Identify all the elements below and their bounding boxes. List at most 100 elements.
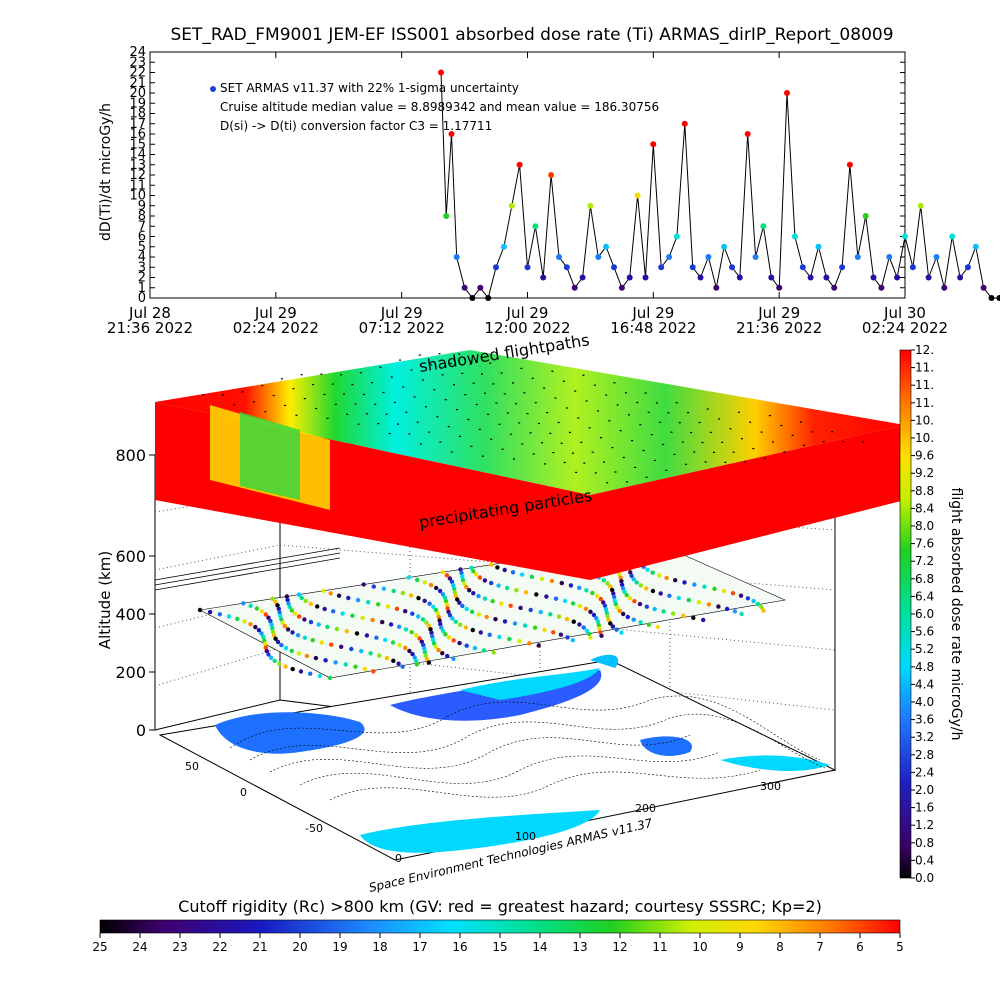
flightpath-dot [512, 621, 518, 626]
x-tick-label-date: Jul 29 [254, 304, 297, 322]
slab-dot [253, 401, 255, 403]
flightpath-dot [413, 658, 419, 664]
flightpath-dot [444, 573, 450, 578]
flightpath-dot [559, 580, 564, 586]
slab-dot [656, 402, 658, 404]
dose-colorbar: 0.0 0.4 0.8 1.2 1.6 2.0 2.4 2.8 3.2 3.6 4.0 4.4 4.8 5… [899, 343, 964, 885]
flightpath-dot [620, 586, 626, 591]
colorbar-tick-label: 7.6 [915, 537, 934, 551]
flightpath-dot [460, 574, 465, 579]
slab-dot [343, 393, 346, 395]
slab-dot [390, 376, 393, 378]
slab-dot [500, 372, 503, 374]
flightpath-dot [431, 641, 437, 646]
flightpath-dot [262, 638, 267, 643]
slab-dot [532, 453, 535, 455]
flightpath-dot [604, 610, 609, 616]
slab-dot [418, 354, 421, 356]
slab-dot [264, 411, 267, 413]
flightpath-dot [403, 645, 408, 651]
flightpath-dot [453, 593, 458, 599]
map-plane [158, 659, 837, 861]
colorbar-tick-label: 0.8 [915, 836, 934, 850]
slab-dot [281, 378, 283, 380]
flightpath-dot [613, 601, 618, 607]
flightpath-dot [319, 640, 324, 645]
slab-dot [549, 432, 552, 434]
flightpath-dot [588, 635, 593, 640]
slab-dot [470, 445, 473, 447]
slab-dot [709, 431, 712, 433]
cutoff-rigidity-ramp [99, 919, 901, 934]
flightpath-dot [423, 653, 428, 658]
dose-rate-point [650, 141, 657, 148]
slab-dot [323, 393, 326, 396]
flightpath-dot [496, 583, 501, 588]
dose-rate-point [862, 213, 869, 219]
slab-dot [614, 471, 617, 473]
flightpath-dot [625, 614, 630, 620]
flightpath-dot [584, 588, 589, 593]
slab-dot [413, 396, 416, 398]
flightpath-dot [542, 627, 547, 633]
rigidity-tick-label: 17 [412, 940, 427, 954]
dose-rate-point [532, 223, 539, 230]
dose-rate-point [925, 274, 932, 281]
dose-colorbar-ramp [899, 349, 912, 879]
flightpath-dot [298, 669, 304, 674]
slab-dot [772, 441, 774, 443]
slab-dot [574, 390, 577, 392]
flightpath-dot [283, 645, 289, 651]
slab-dot [631, 440, 634, 442]
slab-dot [456, 409, 458, 411]
flightpath-dot [467, 588, 472, 593]
flightpath-dot [329, 642, 334, 647]
slab-dot [221, 394, 224, 396]
flightpath-dot [577, 585, 582, 590]
altitude-axis-label: Altitude (km) [96, 551, 114, 649]
flightpath-dot [611, 594, 617, 600]
flightpath-dot [619, 579, 624, 584]
flightpath-dot [610, 624, 616, 629]
slab-dot [583, 462, 586, 464]
x-tick-label-time: 12:00 2022 [484, 319, 570, 337]
y-tick-label: 17 [129, 117, 146, 132]
lat-tick: 50 [185, 760, 199, 773]
flightpath-dot [435, 611, 440, 616]
slab-dot [447, 426, 450, 428]
flightpath-dot [420, 617, 426, 622]
flightpath-dot [287, 604, 292, 610]
flightpath-dot [285, 597, 290, 603]
flightpath-dot [471, 591, 476, 596]
slab-front-right [590, 425, 905, 580]
flightpath-dot [390, 640, 396, 645]
flightpath-dot [619, 582, 625, 587]
flightpath-dot [464, 584, 469, 590]
flightpath-dot [655, 624, 660, 630]
flightpath-dot [280, 620, 285, 626]
dose-colorbar-ticks: 0.0 0.4 0.8 1.2 1.6 2.0 2.4 2.8 3.2 3.6 4.0 4.4 4.8 5… [911, 343, 934, 885]
flightpath-dot [472, 645, 478, 651]
cutoff-rigidity-ticks: 25 24 23 22 21 20 19 18 17 16 15 14 13 12 11 10 9 8 7 6 5 [92, 933, 904, 954]
flightpath-dot [601, 578, 606, 583]
flightpath-dot [652, 606, 657, 612]
slab-dot [546, 412, 549, 414]
rigidity-tick-label: 12 [612, 940, 627, 954]
dose-rate-point [972, 243, 979, 250]
flightpath-dot [359, 648, 364, 654]
slab-dot [408, 433, 411, 435]
flightpath-dot [403, 609, 408, 614]
flightpath-dot [564, 616, 570, 622]
y-tick-label: 6 [138, 230, 146, 245]
dose-rate-point [500, 243, 507, 250]
slab-dot [202, 394, 205, 396]
flightpath-dot [368, 651, 373, 656]
rigidity-tick-label: 7 [816, 940, 824, 954]
colorbar-tick-label: 7.2 [915, 554, 934, 568]
altitude-tick-label: 0 [136, 721, 146, 740]
flightpath-dot [278, 613, 283, 619]
flightpath-dot [323, 658, 328, 663]
flightpath-dot [499, 601, 504, 606]
map-landmass-arctic [590, 654, 619, 668]
flightpath-dot [266, 652, 271, 657]
